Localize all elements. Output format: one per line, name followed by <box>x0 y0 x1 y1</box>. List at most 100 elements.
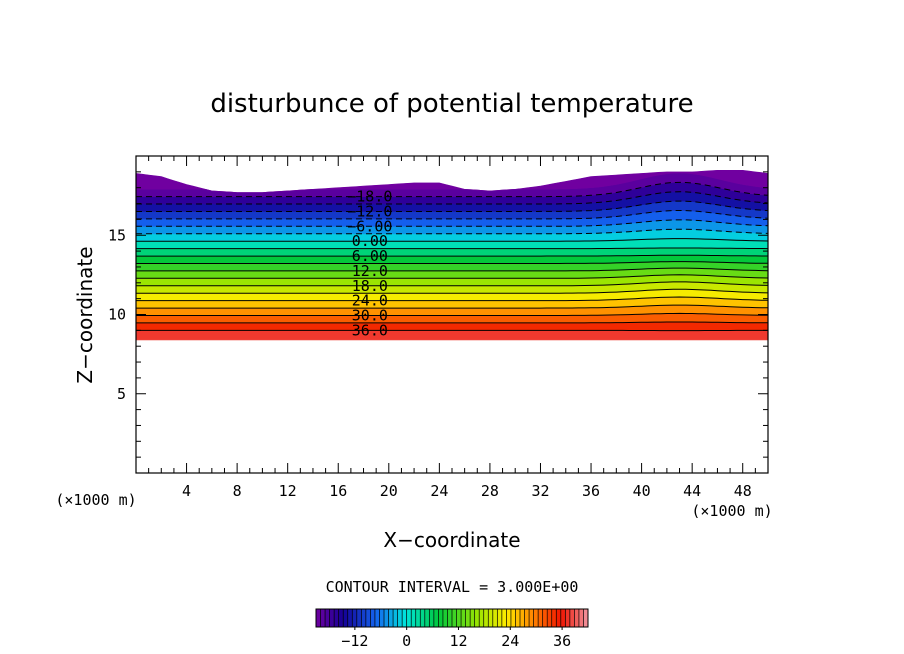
colorbar-cell <box>578 609 584 627</box>
colorbar-cell <box>365 609 371 627</box>
contour-line <box>136 228 768 235</box>
colorbar-cell <box>438 609 444 627</box>
colorbar-cell <box>347 609 353 627</box>
contour-label: 24.0 <box>352 292 388 310</box>
x-tick-label: 36 <box>582 482 600 500</box>
colorbar-cell <box>565 609 571 627</box>
contour-band <box>136 170 768 193</box>
colorbar-cell <box>483 609 489 627</box>
contour-line <box>136 191 768 205</box>
colorbar-cell <box>456 609 462 627</box>
colorbar-frame <box>315 608 589 628</box>
z-unit-label: (×1000 m) <box>55 491 136 509</box>
colorbar-cell <box>506 609 512 627</box>
contour-interval-text: CONTOUR INTERVAL = 3.000E+00 <box>326 578 579 596</box>
plot-area: −18.0−12.0−6.000.006.0012.018.024.030.03… <box>108 155 769 500</box>
y-tick-label: 10 <box>108 306 126 324</box>
contour-line <box>136 312 768 316</box>
contour-label: −6.00 <box>347 217 392 235</box>
contour-line <box>136 267 768 272</box>
colorbar-cell <box>560 609 566 627</box>
x-tick-label: 4 <box>182 482 191 500</box>
colorbar-cell <box>515 609 521 627</box>
x-tick-label: 8 <box>233 482 242 500</box>
colorbar-cell <box>452 609 458 627</box>
x-axis-label: X−coordinate <box>383 528 520 552</box>
colorbar: −12 0 12 24 36 <box>315 608 589 650</box>
contour-line <box>136 200 768 212</box>
x-tick-label: 44 <box>683 482 701 500</box>
colorbar-cell <box>479 609 485 627</box>
x-tick-label: 48 <box>734 482 752 500</box>
colorbar-cell <box>529 609 535 627</box>
colorbar-tick-label: 36 <box>553 632 571 650</box>
colorbar-cell <box>361 609 367 627</box>
colorbar-cell <box>569 609 575 627</box>
colorbar-cell <box>338 609 344 627</box>
contour-label: −12.0 <box>347 202 392 220</box>
colorbar-cell <box>343 609 349 627</box>
colorbar-cell <box>433 609 439 627</box>
contour-label: −18.0 <box>347 188 392 206</box>
colorbar-cell <box>547 609 553 627</box>
y-tick-label: 5 <box>117 385 126 403</box>
x-tick-label: 28 <box>481 482 499 500</box>
contour-line <box>136 261 768 264</box>
colorbar-cell <box>583 609 589 627</box>
colorbar-cell <box>488 609 494 627</box>
colorbar-cell <box>510 609 516 627</box>
colorbar-cell <box>388 609 394 627</box>
x-tick-label: 24 <box>430 482 448 500</box>
colorbar-cell <box>551 609 557 627</box>
colorbar-cell <box>379 609 385 627</box>
contour-label: 12.0 <box>352 262 388 280</box>
contour-line <box>136 254 768 257</box>
colorbar-tick-label: −12 <box>341 632 368 650</box>
colorbar-cell <box>538 609 544 627</box>
contour-line <box>136 247 768 250</box>
colorbar-cell <box>374 609 380 627</box>
contour-line <box>136 288 768 294</box>
y-tick-label: 15 <box>108 226 126 244</box>
colorbar-cell <box>329 609 335 627</box>
contour-line <box>136 238 768 242</box>
colorbar-cell <box>320 609 326 627</box>
colorbar-cell <box>447 609 453 627</box>
colorbar-cell <box>429 609 435 627</box>
colorbar-cell <box>492 609 498 627</box>
y-axis-label: Z−coordinate <box>73 246 97 383</box>
x-tick-label: 40 <box>633 482 651 500</box>
colorbar-cell <box>415 609 421 627</box>
contour-line <box>136 304 768 309</box>
contour-band <box>136 330 768 341</box>
x-tick-label: 12 <box>279 482 297 500</box>
colorbar-cell <box>442 609 448 627</box>
colorbar-cell <box>542 609 548 627</box>
colorbar-cell <box>325 609 331 627</box>
colorbar-cell <box>474 609 480 627</box>
chart-title: disturbunce of potential temperature <box>210 89 693 119</box>
colorbar-cell <box>370 609 376 627</box>
colorbar-cell <box>406 609 412 627</box>
contour-line <box>136 274 768 279</box>
contour-line <box>136 281 768 287</box>
colorbar-cell <box>574 609 580 627</box>
contour-label: 0.00 <box>352 232 388 250</box>
colorbar-cell <box>384 609 390 627</box>
colorbar-cell <box>356 609 362 627</box>
contour-line <box>136 209 768 220</box>
colorbar-cell <box>420 609 426 627</box>
contour-line <box>136 321 768 324</box>
colorbar-tick-label: 12 <box>449 632 467 650</box>
contour-label: 18.0 <box>352 277 388 295</box>
colorbar-cell <box>501 609 507 627</box>
colorbar-cell <box>556 609 562 627</box>
colorbar-cell <box>411 609 417 627</box>
colorbar-cell <box>316 609 322 627</box>
colorbar-cell <box>524 609 530 627</box>
colorbar-cell <box>497 609 503 627</box>
colorbar-cell <box>470 609 476 627</box>
colorbar-tick-label: 24 <box>501 632 519 650</box>
colorbar-cell <box>533 609 539 627</box>
